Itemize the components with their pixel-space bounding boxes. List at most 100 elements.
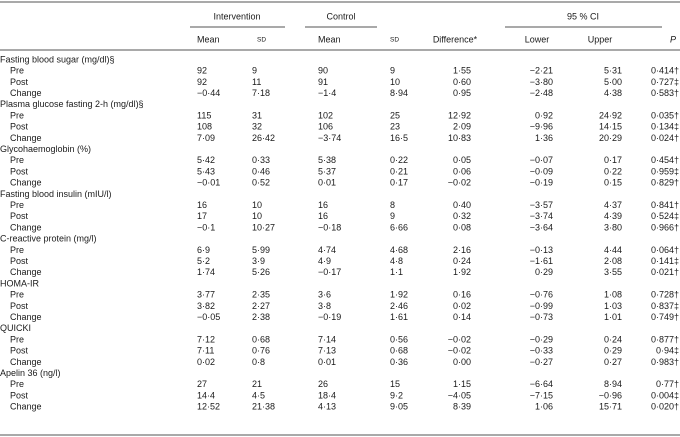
cell: 8·39 <box>453 402 471 412</box>
cell: 0·08 <box>453 222 471 232</box>
cell: 7·12 <box>197 334 215 344</box>
cell: 23 <box>390 122 400 132</box>
cell: 2·09 <box>453 122 471 132</box>
cell: 5·43 <box>197 166 215 176</box>
cell: 0·94‡ <box>656 346 679 356</box>
cell: 1·36 <box>535 133 553 143</box>
cell: 31 <box>252 110 262 120</box>
cell: −4·05 <box>448 390 471 400</box>
cell: 4·37 <box>604 200 622 210</box>
cell: 2·16 <box>453 245 471 255</box>
cell: −0·02 <box>448 178 471 188</box>
cell: 0·02 <box>197 357 215 367</box>
cell: −0·1 <box>197 222 215 232</box>
cell: 0·40 <box>453 200 471 210</box>
cell: 0·727‡ <box>651 77 679 87</box>
cell: 0·33 <box>252 155 270 165</box>
cell: 4·44 <box>604 245 622 255</box>
cell: 91 <box>318 77 328 87</box>
cell: 10 <box>390 77 400 87</box>
cell: 0·021† <box>651 267 679 277</box>
cell: 4·9 <box>318 256 331 266</box>
cell: 0·020† <box>651 402 679 412</box>
cell: 0·524‡ <box>651 211 679 221</box>
cell: 5·38 <box>318 155 336 165</box>
cell: 0·21 <box>390 166 408 176</box>
cell: 0·68 <box>390 346 408 356</box>
cell: 0·36 <box>390 357 408 367</box>
cell: 8·94 <box>604 379 622 389</box>
cell: 4·39 <box>604 211 622 221</box>
cell: 0·27 <box>604 357 622 367</box>
cell: 20·29 <box>599 133 622 143</box>
row-label: Pre <box>10 155 24 165</box>
cell: 2·27 <box>252 301 270 311</box>
cell: 1·61 <box>390 312 408 322</box>
row-label: Change <box>10 267 42 277</box>
cell: 4·5 <box>252 390 265 400</box>
cell: 0·004‡ <box>651 390 679 400</box>
group-header: 95 % CI <box>567 11 599 21</box>
row-label: Post <box>10 390 29 400</box>
cell: 17 <box>197 211 207 221</box>
cell: 0·035† <box>651 110 679 120</box>
cell: 0·76 <box>252 346 270 356</box>
cell: 0·01 <box>318 357 336 367</box>
cell: 1·92 <box>453 267 471 277</box>
cell: −0·27 <box>530 357 553 367</box>
row-label: Change <box>10 88 42 98</box>
row-label: Change <box>10 312 42 322</box>
row-label: Change <box>10 133 42 143</box>
row-label: Post <box>10 77 29 87</box>
cell: 0·68 <box>252 334 270 344</box>
cell: −0·01 <box>197 178 220 188</box>
row-label: Change <box>10 357 42 367</box>
group-header: Control <box>326 11 355 21</box>
cell: 6·66 <box>390 222 408 232</box>
section-title: Apelin 36 (ng/l) <box>0 368 61 378</box>
cell: 9·05 <box>390 402 408 412</box>
cell: 0·06 <box>453 166 471 176</box>
row-label: Pre <box>10 66 24 76</box>
cell: 6·9 <box>197 245 210 255</box>
cell: −1·4 <box>318 88 336 98</box>
cell: 5·31 <box>604 66 622 76</box>
section-title: Fasting blood sugar (mg/dl)§ <box>0 54 115 64</box>
cell: −0·17 <box>318 267 341 277</box>
cell: 2·08 <box>604 256 622 266</box>
section-title: QUICKI <box>0 323 31 333</box>
cell: 0·16 <box>453 290 471 300</box>
cell: 1·74 <box>197 267 215 277</box>
cell: 4·68 <box>390 245 408 255</box>
cell: 3·8 <box>318 301 331 311</box>
cell: 106 <box>318 122 333 132</box>
cell: −2·48 <box>530 88 553 98</box>
section-title: C-reactive protein (mg/l) <box>0 234 97 244</box>
column-header: SD <box>390 37 399 44</box>
cell: −0·05 <box>197 312 220 322</box>
cell: 4·38 <box>604 88 622 98</box>
row-label: Post <box>10 346 29 356</box>
cell: 9 <box>390 66 395 76</box>
cell: 3·80 <box>604 222 622 232</box>
cell: 0·983† <box>651 357 679 367</box>
cell: 0·00 <box>453 357 471 367</box>
cell: 7·18 <box>252 88 270 98</box>
cell: 11 <box>252 77 261 87</box>
cell: 12·92 <box>448 110 471 120</box>
section-title: Plasma glucose fasting 2-h (mg/dl)§ <box>0 99 144 109</box>
cell: 16·5 <box>390 133 408 143</box>
cell: 0·728† <box>651 290 679 300</box>
cell: 0·583† <box>651 88 679 98</box>
cell: 0·959‡ <box>651 166 679 176</box>
cell: 1·55 <box>453 66 471 76</box>
cell: 0·134‡ <box>651 122 679 132</box>
cell: 10 <box>252 211 262 221</box>
row-label: Pre <box>10 334 24 344</box>
cell: 90 <box>318 66 328 76</box>
cell: 25 <box>390 110 400 120</box>
cell: −0·96 <box>599 390 622 400</box>
cell: 1·03 <box>604 301 622 311</box>
cell: 1·01 <box>604 312 622 322</box>
cell: 5·2 <box>197 256 210 266</box>
